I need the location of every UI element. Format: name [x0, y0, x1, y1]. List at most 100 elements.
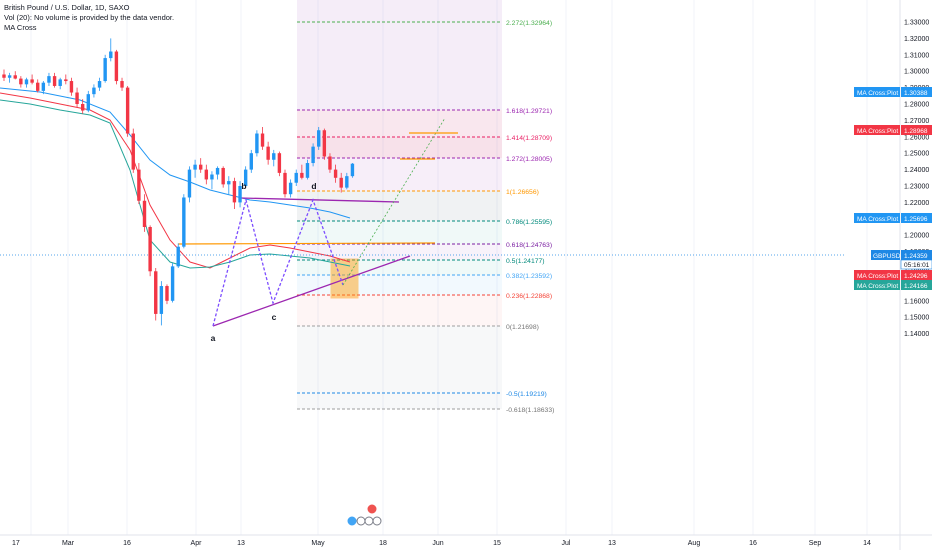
- candle-body: [36, 82, 40, 91]
- svg-text:1.24359: 1.24359: [904, 253, 928, 260]
- ma-tag-2: MA Cross:Plot 1.28968: [854, 125, 932, 135]
- candle-body: [30, 79, 34, 83]
- candle-body: [272, 153, 276, 160]
- price-tick-label: 1.22000: [904, 200, 929, 207]
- fib-label-0382: 0.382(1.23592): [506, 273, 552, 280]
- candle-body: [187, 169, 192, 198]
- candle-body: [154, 271, 158, 314]
- time-label: 15: [493, 540, 501, 547]
- time-label: 13: [608, 540, 616, 547]
- fib-label-0786: 0.786(1.25595): [506, 219, 552, 226]
- time-axis[interactable]: 17 Mar 16 Apr 13 May 18 Jun 15 Jul 13 Au…: [12, 540, 871, 547]
- price-tick-label: 1.25000: [904, 151, 929, 158]
- candle-body: [221, 167, 225, 185]
- fib-label-05: 0.5(1.24177): [506, 258, 545, 265]
- candle-body: [193, 164, 197, 170]
- event-icon: [364, 516, 374, 526]
- candle-body: [92, 87, 96, 95]
- event-flag-icon: [346, 515, 358, 527]
- fib-label-0: 0(1.21698): [506, 324, 539, 331]
- time-label: 17: [12, 540, 20, 547]
- ma-tag-1: MA Cross:Plot 1.30388: [854, 87, 932, 97]
- symbol-title[interactable]: British Pound / U.S. Dollar, 1D, SAXO: [4, 3, 130, 12]
- price-tags: MA Cross:Plot 1.30388 MA Cross:Plot 1.28…: [854, 87, 932, 290]
- time-label: 18: [379, 540, 387, 547]
- svg-text:1.28968: 1.28968: [904, 128, 928, 135]
- candle-body: [255, 133, 259, 154]
- candle-body: [243, 169, 248, 186]
- wave-label-c: c: [272, 312, 277, 322]
- candle-body: [317, 130, 321, 147]
- candle-body: [288, 182, 293, 195]
- price-tick-label: 1.31000: [904, 52, 929, 59]
- time-label: Jun: [432, 540, 443, 547]
- candle-body: [215, 167, 220, 175]
- symbol-price-tag: GBPUSD 1.24359: [871, 250, 932, 260]
- candle-body: [170, 266, 175, 301]
- candle-body: [283, 172, 287, 195]
- candle-body: [238, 186, 242, 203]
- candle-body: [333, 169, 338, 178]
- candle-body: [80, 104, 85, 111]
- candle-body: [47, 76, 51, 83]
- candle-body: [210, 174, 214, 180]
- chart-legend: British Pound / U.S. Dollar, 1D, SAXO Vo…: [4, 3, 174, 33]
- fib-label-2272: 2.272(1.32964): [506, 20, 552, 27]
- fib-label-1618: 1.618(1.29721): [506, 108, 552, 115]
- candle-body: [345, 176, 349, 188]
- ma-tag-4: MA Cross:Plot 1.24296: [854, 270, 932, 280]
- candle-body: [52, 76, 57, 86]
- candle-body: [97, 81, 102, 88]
- candle-body: [109, 51, 113, 59]
- countdown-tag: 05:16:01: [900, 259, 932, 270]
- fib-label-1272: 1.272(1.28005): [506, 156, 552, 163]
- svg-text:GBPUSD: GBPUSD: [873, 253, 901, 260]
- indicator-legend[interactable]: MA Cross: [4, 23, 37, 32]
- volume-legend: Vol (20): No volume is provided by the d…: [4, 13, 175, 22]
- price-tick-label: 1.14000: [904, 331, 929, 338]
- candle-body: [328, 156, 332, 170]
- fib-label-neg05: -0.5(1.19219): [506, 391, 547, 398]
- candle-body: [204, 169, 209, 180]
- time-label: 13: [237, 540, 245, 547]
- candle-body: [300, 172, 304, 178]
- svg-text:MA Cross:Plot: MA Cross:Plot: [857, 273, 898, 280]
- candle-body: [13, 75, 17, 79]
- candle-body: [114, 51, 119, 82]
- fib-labels: 2.272(1.32964) 1.618(1.29721) 1.414(1.28…: [506, 20, 554, 414]
- wave-label-d: d: [311, 181, 316, 191]
- candle-body: [86, 94, 90, 111]
- price-tick-label: 1.15000: [904, 315, 929, 322]
- price-tick-label: 1.32000: [904, 36, 929, 43]
- candle-body: [69, 81, 74, 93]
- svg-text:MA Cross:Plot: MA Cross:Plot: [857, 283, 898, 290]
- event-icon: [372, 516, 382, 526]
- fib-label-1414: 1.414(1.28709): [506, 135, 552, 142]
- candle-body: [75, 92, 79, 104]
- svg-text:05:16:01: 05:16:01: [904, 262, 930, 269]
- svg-text:1.30388: 1.30388: [904, 90, 928, 97]
- moving-averages: [0, 87, 351, 269]
- wave-label-a: a: [211, 333, 216, 343]
- candle-body: [19, 78, 23, 85]
- svg-text:MA Cross:Plot: MA Cross:Plot: [857, 128, 898, 135]
- candle-body: [350, 163, 355, 177]
- candle-body: [305, 163, 310, 178]
- svg-text:1.25696: 1.25696: [904, 216, 928, 223]
- price-tick-label: 1.24000: [904, 167, 929, 174]
- candle-body: [7, 75, 12, 78]
- candle-body: [159, 286, 164, 314]
- event-badges[interactable]: [346, 503, 382, 527]
- candle-body: [103, 58, 107, 82]
- time-label: May: [311, 540, 325, 547]
- fib-label-0236: 0.236(1.22868): [506, 293, 552, 300]
- fib-zones: [297, 0, 502, 409]
- price-tick-label: 1.27000: [904, 118, 929, 125]
- svg-text:1.24296: 1.24296: [904, 273, 928, 280]
- candle-body: [277, 153, 282, 173]
- candle-body: [142, 200, 147, 227]
- candlestick-series: [2, 38, 355, 326]
- candle-body: [148, 227, 152, 272]
- price-tick-label: 1.33000: [904, 20, 929, 27]
